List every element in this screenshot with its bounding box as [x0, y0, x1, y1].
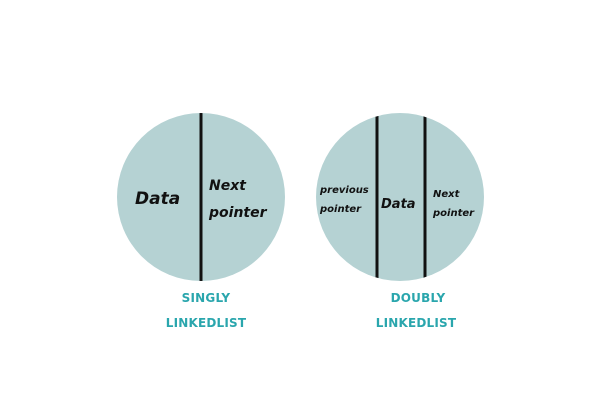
singly-node: Data Next pointer — [117, 113, 285, 281]
doubly-caption-line2: LINKEDLIST — [376, 316, 457, 330]
singly-next-label-line2: pointer — [208, 205, 268, 221]
doubly-node-circle — [316, 113, 484, 281]
doubly-previous-label-line1: previous — [319, 185, 369, 196]
singly-caption-line2: LINKEDLIST — [166, 316, 247, 330]
doubly-next-label-line1: Next — [433, 189, 461, 200]
doubly-data-label: Data — [381, 197, 416, 212]
doubly-caption-line1: DOUBLY — [391, 291, 446, 305]
doubly-node: previous pointer Data Next pointer — [316, 113, 484, 281]
doubly-next-label-line2: pointer — [432, 208, 475, 219]
doubly-previous-label-line2: pointer — [319, 204, 362, 215]
singly-data-label: Data — [135, 189, 180, 209]
singly-next-label-line1: Next — [209, 178, 247, 194]
singly-caption-line1: SINGLY — [182, 291, 231, 305]
